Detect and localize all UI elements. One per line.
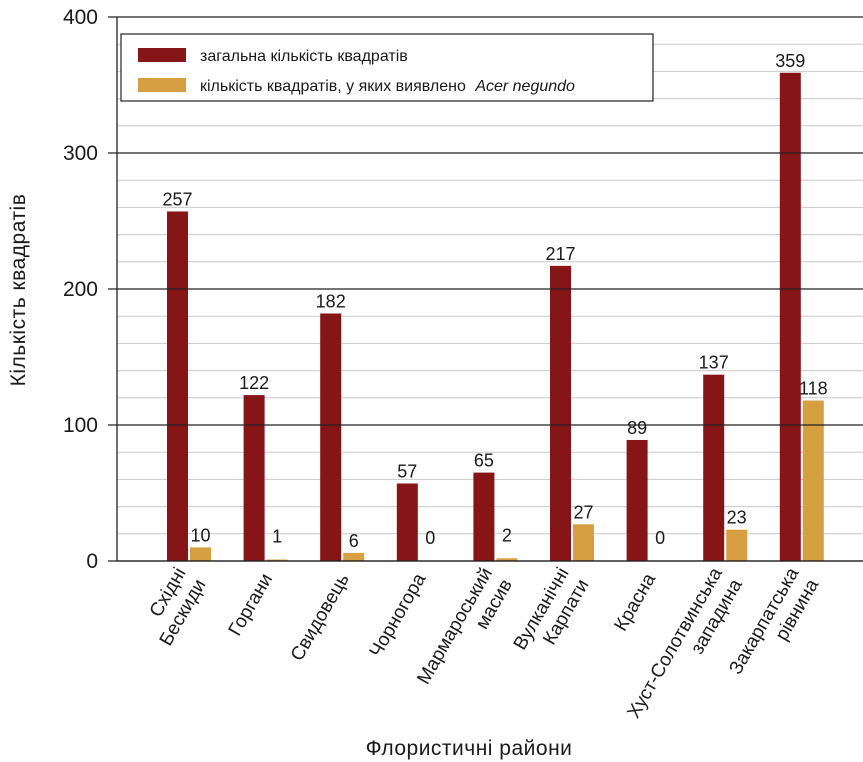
legend-label-total: загальна кількість квадратів: [200, 48, 408, 65]
x-tick-label-line: Красна: [611, 570, 661, 635]
data-label-total: 57: [397, 461, 417, 481]
data-label-total: 122: [239, 373, 269, 393]
bar-acer-negundo: [266, 559, 288, 561]
x-tick-labels: СхідніБескиди Горгани Свидовець ЧорногораМа…: [136, 564, 824, 722]
y-tick-label: 100: [63, 414, 98, 437]
data-label-total: 257: [162, 189, 192, 209]
x-tick-label: Мармароськиймасив: [413, 564, 517, 699]
y-tick-label: 300: [63, 142, 98, 165]
x-tick-label-line: Свидовець: [287, 570, 354, 665]
bar-acer-negundo: [496, 558, 518, 561]
data-label-acer: 23: [727, 508, 747, 528]
data-label-acer: 118: [799, 379, 828, 399]
bar-total: [779, 72, 801, 561]
legend-box: [120, 33, 654, 102]
bar-total: [626, 439, 648, 561]
bar-total: [243, 395, 265, 561]
bar-total: [396, 483, 418, 561]
data-label-acer: 0: [655, 528, 665, 548]
x-axis-title: Флористичні райони: [366, 737, 573, 760]
legend-label-acer-species: Acer negundo: [474, 78, 575, 95]
data-label-total: 89: [627, 418, 647, 438]
data-label-total: 217: [545, 244, 575, 264]
y-tick-labels: 0 100 200 300 400: [63, 6, 98, 573]
legend: загальна кількість квадратів кількість к…: [120, 33, 654, 102]
data-label-acer: 6: [349, 531, 359, 551]
legend-label-acer: кількість квадратів, у яких виявлено Ace…: [200, 78, 575, 95]
bar-acer-negundo: [573, 524, 594, 561]
x-tick-label: СхідніБескиди: [136, 564, 211, 649]
data-label-total: 182: [316, 291, 346, 311]
bar-acer-negundo: [343, 552, 365, 561]
x-tick-label-line: Чорногора: [366, 570, 431, 661]
x-tick-label: ВулканічніКарпати: [510, 564, 594, 665]
data-label-total: 65: [474, 451, 494, 471]
data-label-acer: 0: [425, 528, 435, 548]
bar-total: [550, 265, 571, 561]
data-labels: 257 10 122 1 182 6 57 0 65 2 217 27 89 0 137 23 359 118: [162, 51, 827, 551]
y-tick-label: 400: [63, 6, 98, 29]
legend-swatch-acer: [138, 78, 186, 92]
bar-acer-negundo: [802, 400, 824, 561]
bar-total: [167, 211, 188, 562]
bar-total: [320, 313, 342, 561]
bar-acer-negundo: [726, 529, 748, 561]
legend-label-acer-main: кількість квадратів, у яких виявлено: [200, 78, 466, 95]
bar-total: [473, 472, 495, 561]
legend-swatch-total: [138, 48, 186, 62]
x-tick-label: Горгани: [225, 570, 277, 640]
x-tick-label: Чорногора: [366, 570, 431, 661]
y-tick-label: 200: [63, 278, 98, 301]
axes: [108, 16, 863, 562]
data-label-acer: 27: [573, 502, 593, 522]
data-label-acer: 10: [190, 525, 210, 545]
x-tick-label-line: Горгани: [225, 570, 277, 640]
data-label-acer: 1: [272, 527, 282, 547]
x-tick-label: Красна: [611, 570, 661, 635]
y-tick-label: 0: [86, 550, 98, 573]
bar-acer-negundo: [190, 547, 211, 561]
bar-total: [703, 374, 725, 561]
data-label-total: 359: [775, 51, 805, 71]
bars: [167, 72, 824, 562]
data-label-total: 137: [699, 353, 729, 373]
y-axis-title: Кількість квадратів: [7, 194, 30, 387]
data-label-acer: 2: [502, 525, 512, 545]
x-tick-label: Свидовець: [287, 570, 354, 665]
